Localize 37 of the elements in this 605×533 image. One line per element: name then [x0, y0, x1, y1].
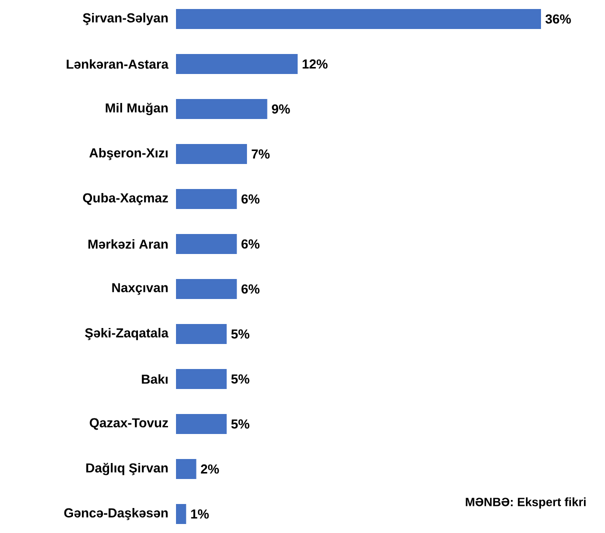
data-label: 1% [191, 509, 209, 519]
y-tick-label: Lənkəran-Astara [66, 59, 169, 69]
y-tick-label: Qazax-Tovuz [90, 418, 168, 430]
bar [176, 54, 298, 74]
y-tick-label: Mil Muğan [106, 102, 168, 116]
bar [176, 189, 237, 210]
data-label: 6% [242, 284, 260, 294]
y-tick-label: Bakı [142, 374, 168, 384]
bar [176, 504, 186, 524]
data-label: 5% [231, 329, 250, 339]
bar [176, 99, 268, 119]
bar [176, 234, 237, 254]
data-label: 6% [242, 239, 260, 249]
y-tick-label: Abşeron-Xızı [89, 148, 168, 160]
data-label: 2% [200, 464, 219, 474]
data-label: 12% [302, 59, 328, 69]
y-tick-label: Şəki-Zaqatala [85, 328, 169, 340]
y-tick-label: Quba-Xaçmaz [83, 192, 168, 206]
bar [176, 279, 237, 300]
bar [176, 414, 227, 434]
y-tick-label: Dağlıq Şirvan [86, 462, 168, 476]
bar [176, 459, 196, 480]
annotation: MƏNBƏ: Ekspert fikri [466, 497, 586, 509]
bar [176, 9, 542, 29]
data-label: 36% [546, 14, 571, 24]
y-tick-label: Şirvan-Səlyan [82, 12, 168, 26]
bar [176, 369, 227, 390]
y-tick-label: Gəncə-Daşkəsən [64, 508, 168, 520]
data-label: 5% [231, 374, 250, 384]
data-label: 9% [272, 104, 290, 114]
data-label: 6% [242, 194, 260, 204]
data-label: 7% [252, 149, 270, 159]
bar [176, 324, 227, 344]
y-tick-label: Mərkəzi Aran [88, 239, 168, 249]
bar [176, 144, 247, 164]
data-label: 5% [231, 419, 250, 429]
y-tick-label: Naxçıvan [112, 283, 168, 295]
